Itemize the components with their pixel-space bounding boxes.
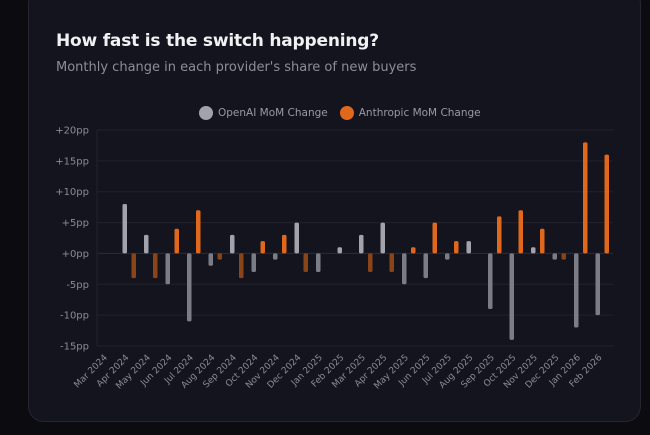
openai-bar <box>294 222 299 254</box>
openai-bar <box>208 253 213 266</box>
openai-bar <box>466 241 471 254</box>
anthropic-bar <box>239 253 244 279</box>
anthropic-bar <box>389 253 394 272</box>
anthropic-bar <box>604 154 609 254</box>
chart-subtitle: Monthly change in each provider's share … <box>56 60 417 75</box>
y-tick-label: +15pp <box>55 156 89 167</box>
openai-bar <box>552 253 557 260</box>
openai-bar <box>144 234 149 254</box>
openai-bar <box>316 253 321 272</box>
legend-item-openai[interactable]: OpenAI MoM Change <box>199 106 328 120</box>
chart-card <box>28 0 641 422</box>
anthropic-bar <box>518 210 523 254</box>
anthropic-bar <box>174 228 179 254</box>
openai-bar <box>230 234 235 254</box>
y-tick-label: +10pp <box>55 187 89 198</box>
anthropic-bar <box>303 253 308 272</box>
openai-bar <box>359 234 364 254</box>
openai-bar <box>165 253 170 285</box>
anthropic-bar <box>454 241 459 254</box>
y-tick-label: +0pp <box>62 249 89 260</box>
openai-bar <box>122 204 127 254</box>
openai-bar <box>488 253 493 309</box>
legend-anthropic-swatch-icon <box>339 106 354 120</box>
legend-openai-swatch-icon <box>199 106 213 120</box>
anthropic-bar <box>368 253 373 272</box>
chart-title: How fast is the switch happening? <box>56 31 379 51</box>
legend-anthropic-label: Anthropic MoM Change <box>358 107 481 119</box>
openai-bar <box>423 253 428 279</box>
anthropic-bar <box>131 253 136 279</box>
anthropic-bar <box>411 247 416 254</box>
anthropic-bar <box>561 253 566 260</box>
legend-item-anthropic[interactable]: Anthropic MoM Change <box>339 106 481 120</box>
anthropic-bar <box>282 234 287 254</box>
anthropic-bar <box>583 142 588 254</box>
openai-bar <box>595 253 600 316</box>
anthropic-bar <box>260 241 265 254</box>
openai-bar <box>337 247 342 254</box>
anthropic-bar <box>497 216 502 254</box>
openai-bar <box>380 222 385 254</box>
anthropic-bar <box>153 253 158 279</box>
y-tick-label: +20pp <box>55 126 89 137</box>
legend-openai-label: OpenAI MoM Change <box>218 107 328 119</box>
openai-bar <box>445 253 450 260</box>
anthropic-bar <box>432 222 437 254</box>
y-tick-label: -5pp <box>66 280 89 291</box>
y-tick-label: -15pp <box>60 342 89 353</box>
y-tick-label: -10pp <box>60 311 89 322</box>
openai-bar <box>402 253 407 285</box>
openai-bar <box>531 247 536 254</box>
openai-bar <box>574 253 579 328</box>
y-tick-label: +5pp <box>62 218 89 229</box>
anthropic-bar <box>196 210 201 254</box>
openai-bar <box>187 253 192 322</box>
anthropic-bar <box>540 228 545 254</box>
openai-bar <box>273 253 278 260</box>
anthropic-bar <box>217 253 222 260</box>
openai-bar <box>251 253 256 272</box>
legend: OpenAI MoM Change Anthropic MoM Change <box>199 106 493 120</box>
openai-bar <box>509 253 514 340</box>
